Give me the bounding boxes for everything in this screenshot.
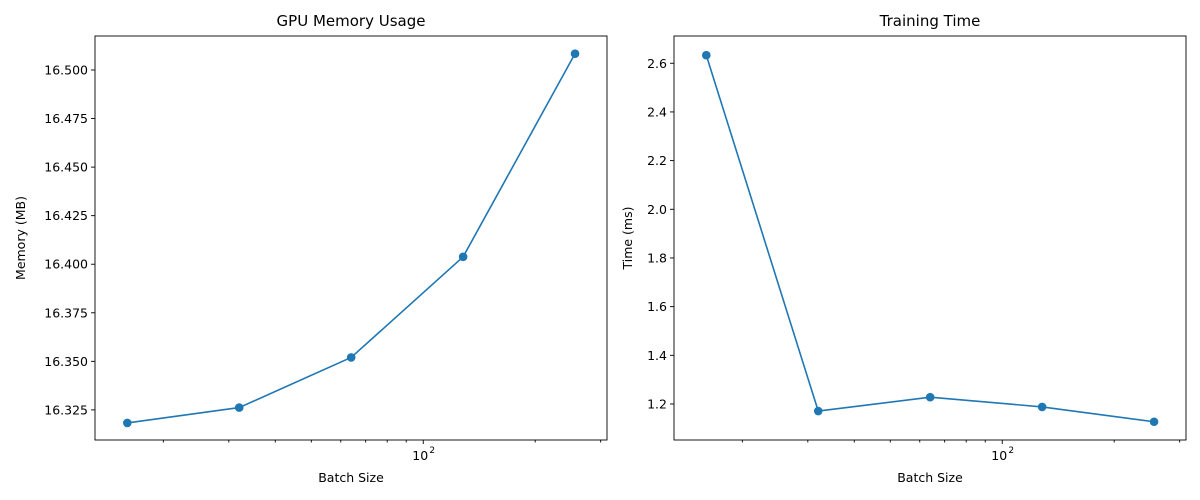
y-tick-label: 16.500 [44, 62, 88, 77]
data-point [570, 49, 580, 58]
plot-area-frame [673, 35, 1187, 441]
data-point [122, 418, 132, 428]
y-tick-label: 2.4 [647, 104, 667, 119]
data-point [1149, 417, 1159, 427]
x-tick-exponent: 2 [429, 446, 435, 456]
chart-panel-1: GPU Memory Usage Batch Size Memory (MB) 16.… [13, 12, 608, 485]
y-tick-label: 16.375 [44, 305, 88, 320]
data-point [1037, 402, 1047, 412]
y-tick-label: 16.475 [44, 111, 88, 126]
data-point [346, 353, 356, 362]
x-tick-exponent: 2 [1008, 446, 1014, 456]
y-tick-label: 16.400 [44, 257, 88, 272]
x-axis-label: Batch Size [318, 470, 384, 485]
y-axis-label: Time (ms) [620, 206, 635, 270]
data-point [458, 252, 468, 262]
data-point [813, 406, 823, 416]
y-tick-label: 1.6 [647, 299, 667, 314]
y-tick-label: 2.6 [647, 56, 667, 71]
series-line [127, 53, 576, 424]
data-point [234, 403, 244, 412]
data-point [701, 50, 711, 60]
x-tick-label: 10 [412, 448, 428, 463]
y-tick-label: 2.0 [647, 202, 667, 217]
y-axis-label: Memory (MB) [13, 196, 28, 280]
data-point [925, 392, 935, 402]
y-tick-label: 1.4 [647, 348, 667, 363]
x-tick-label: 10 [991, 448, 1007, 463]
y-tick-label: 16.425 [44, 208, 88, 223]
chart-title: GPU Memory Usage [277, 12, 426, 30]
y-tick-label: 16.350 [44, 354, 88, 369]
y-tick-label: 1.2 [647, 396, 667, 411]
y-tick-label: 2.2 [647, 153, 667, 168]
y-tick-label: 1.8 [647, 250, 667, 265]
plot-area-frame [94, 35, 608, 441]
x-axis-label: Batch Size [897, 470, 963, 485]
y-tick-label: 16.450 [44, 160, 88, 175]
chart-panel-2: Training Time Batch Size Time (ms) 1.2 1.4 1.… [620, 12, 1187, 485]
series-line [705, 54, 1155, 423]
y-tick-label: 16.325 [44, 402, 88, 417]
chart-title: Training Time [879, 12, 981, 30]
